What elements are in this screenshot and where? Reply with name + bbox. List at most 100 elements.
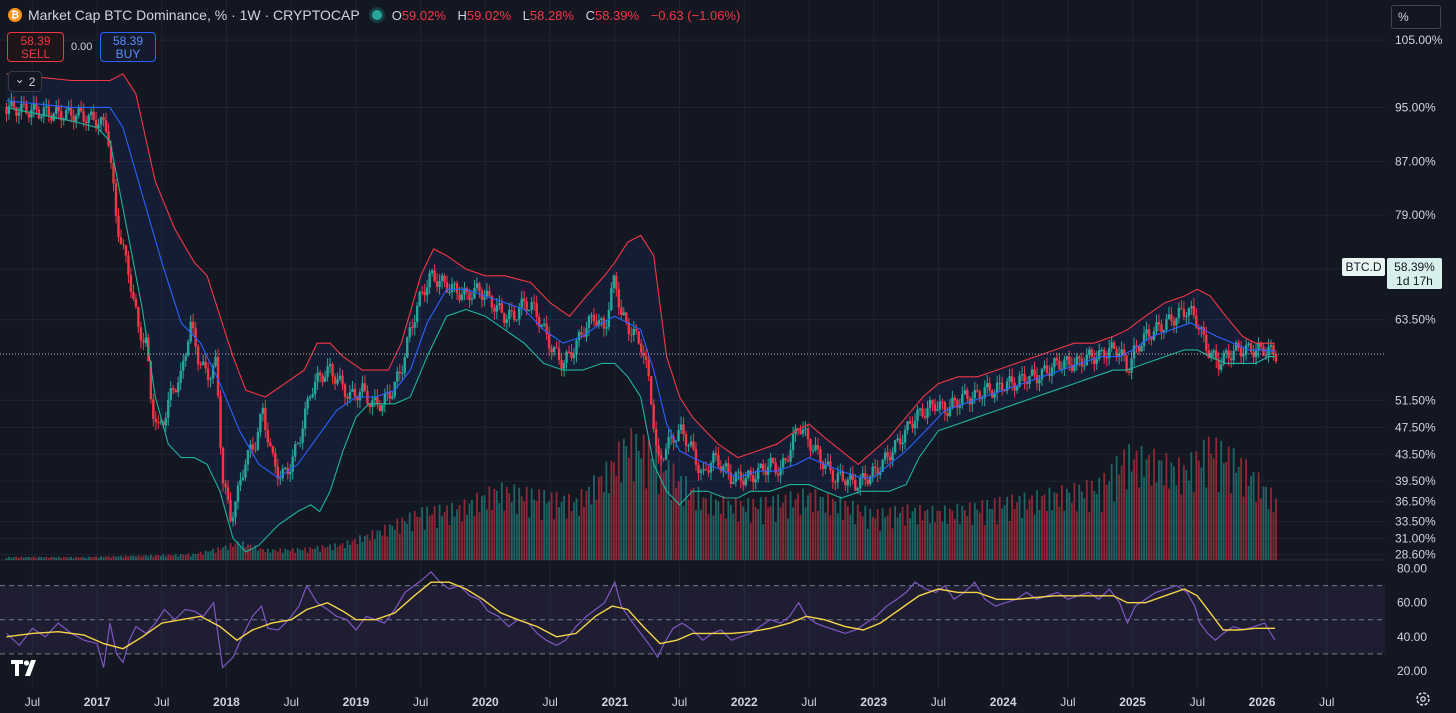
volume-bar: [714, 499, 717, 560]
candle-body: [966, 390, 969, 399]
symbol-title[interactable]: Market Cap BTC Dominance, % · 1W · CRYPT…: [28, 7, 360, 23]
volume-bar: [690, 489, 692, 560]
volume-bar: [797, 493, 799, 560]
candle-body: [592, 315, 596, 322]
candle-body: [854, 479, 857, 491]
low-value: 58.28%: [529, 7, 574, 23]
candle-body: [841, 471, 845, 481]
volume-bar: [583, 507, 585, 560]
candle-body: [418, 291, 421, 306]
candle-body: [809, 439, 812, 451]
volume-bar: [421, 507, 424, 560]
volume-bar: [446, 505, 448, 560]
volume-bar: [998, 496, 1001, 560]
candle-body: [1274, 354, 1278, 362]
volume-bar: [632, 481, 635, 560]
volume-bar: [545, 503, 548, 560]
candle-body: [458, 293, 461, 301]
candle-body: [1125, 355, 1128, 372]
volume-bar: [662, 472, 665, 560]
candle-body: [1142, 333, 1146, 347]
candle-body: [829, 461, 832, 471]
last-price: 58.39%: [1394, 260, 1435, 274]
candle-body: [221, 447, 225, 484]
candle-body: [169, 388, 172, 400]
buy-button[interactable]: 58.39 BUY: [100, 32, 156, 62]
volume-bar: [680, 476, 682, 560]
candle-body: [1232, 350, 1235, 361]
volume-bar: [319, 551, 322, 560]
candle-body: [229, 499, 232, 522]
volume-bar: [981, 500, 984, 560]
volume-bar: [52, 557, 55, 560]
scale-unit-input[interactable]: %: [1391, 5, 1441, 29]
volume-bar: [1202, 439, 1205, 560]
volume-bar: [1085, 480, 1088, 560]
candle-body: [1132, 345, 1136, 359]
candle-body: [903, 430, 907, 443]
candle-body: [547, 333, 551, 349]
gear-icon[interactable]: [1414, 690, 1432, 708]
volume-bar: [286, 549, 289, 560]
market-status-dot[interactable]: [371, 10, 382, 20]
volume-bar: [1165, 453, 1168, 560]
volume-bar: [1098, 477, 1101, 560]
candle-body: [172, 388, 175, 390]
candle-body: [1073, 364, 1076, 371]
candle-body: [692, 441, 695, 449]
volume-bar: [707, 514, 710, 560]
candle-body: [164, 417, 167, 426]
volume-bar: [991, 508, 994, 560]
volume-bar: [924, 510, 926, 560]
buy-price: 58.39: [112, 34, 144, 48]
sell-button[interactable]: 58.39 SELL: [7, 32, 64, 62]
volume-bar: [1267, 509, 1270, 560]
candle-body: [878, 471, 882, 475]
candle-body: [77, 107, 80, 116]
volume-bar: [57, 556, 60, 560]
volume-bar: [605, 461, 608, 560]
candle-body: [87, 114, 90, 124]
candle-body: [732, 482, 735, 484]
candle-body: [191, 321, 195, 329]
volume-bar: [1036, 490, 1038, 560]
candle-body: [269, 442, 272, 447]
candle-body: [981, 398, 984, 400]
volume-bar: [966, 516, 969, 560]
candle-body: [12, 100, 16, 108]
candle-body: [530, 302, 533, 310]
volume-bar: [130, 555, 132, 560]
time-tick-label: Jul: [1060, 695, 1075, 709]
candle-body: [597, 319, 601, 326]
candle-body: [1085, 354, 1088, 366]
volume-bar: [1163, 485, 1165, 560]
volume-bar: [184, 554, 187, 560]
volume-bar: [849, 514, 852, 560]
volume-bar: [50, 556, 53, 560]
volume-bar: [329, 544, 331, 560]
tradingview-logo[interactable]: [11, 660, 41, 676]
ohlc-readout: O59.02% H59.02% L58.28% C58.39% −0.63 (−…: [392, 8, 749, 23]
candle-body: [435, 281, 439, 287]
candle-body: [114, 183, 118, 216]
candle-body: [784, 458, 787, 461]
volume-bar: [675, 488, 677, 560]
candle-body: [933, 404, 937, 412]
volume-bar: [1028, 499, 1031, 560]
indicators-toggle-button[interactable]: ⌄ 2: [8, 71, 42, 92]
volume-bar: [1108, 481, 1111, 560]
volume-bar: [879, 531, 882, 560]
volume-bar: [550, 492, 553, 560]
candle-body: [60, 111, 63, 121]
time-tick-label: 2017: [84, 695, 111, 709]
volume-bar: [705, 498, 707, 560]
volume-bar: [120, 555, 122, 560]
volume-bar: [988, 509, 991, 560]
volume-bar: [485, 509, 488, 560]
candle-body: [518, 307, 521, 320]
candle-body: [1145, 329, 1148, 334]
candle-body: [463, 288, 466, 295]
candle-body: [1060, 368, 1064, 370]
volume-bar: [80, 557, 83, 560]
